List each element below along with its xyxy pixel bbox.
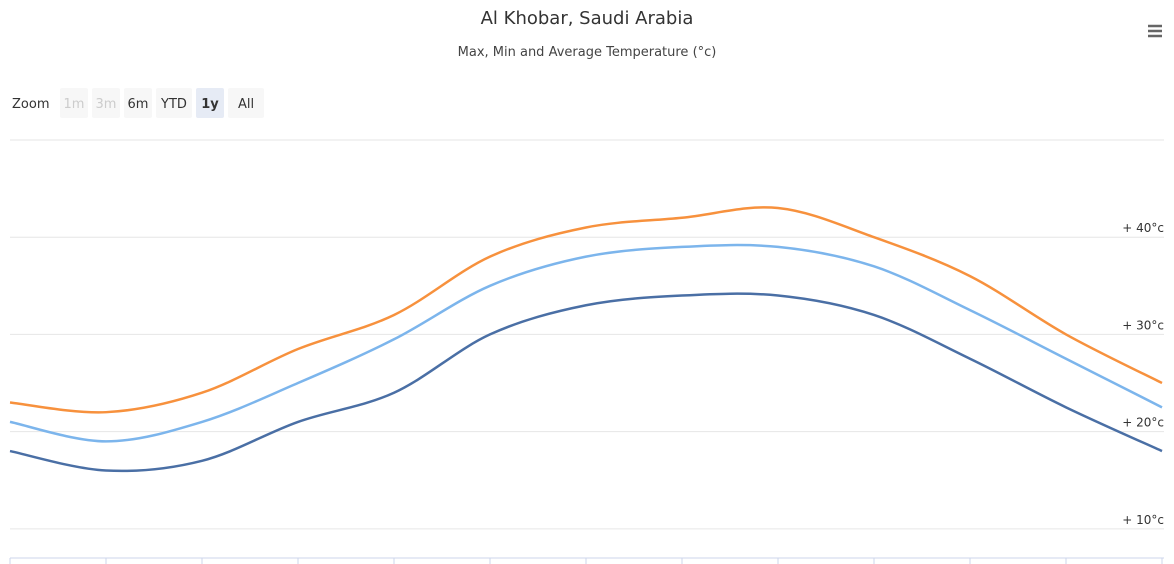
y-tick-label: + 30°c xyxy=(1122,318,1164,332)
range-button[interactable] xyxy=(228,88,264,118)
series-line xyxy=(9,243,1163,443)
range-button xyxy=(60,88,88,118)
menu-button[interactable] xyxy=(1146,22,1164,40)
range-button[interactable] xyxy=(124,88,152,118)
range-button xyxy=(92,88,120,118)
series-line xyxy=(9,292,1163,473)
range-button-label: 3m xyxy=(96,97,117,112)
series-line xyxy=(9,206,1163,414)
y-tick-label: + 20°c xyxy=(1122,416,1164,430)
range-buttons: 1m 3m 6m YTD 1y All xyxy=(60,88,264,118)
range-button[interactable] xyxy=(156,88,192,118)
y-tick-label: + 40°c xyxy=(1122,221,1164,235)
chart-subtitle: Max, Min and Average Temperature (°c) xyxy=(458,45,717,60)
zoom-label: Zoom xyxy=(12,97,49,112)
range-button-label: 1y xyxy=(201,97,219,112)
range-button-label: 6m xyxy=(128,97,149,112)
y-tick-label: + 10°c xyxy=(1122,513,1164,527)
range-button-label: 1m xyxy=(64,97,85,112)
chart-title: Al Khobar, Saudi Arabia xyxy=(481,8,694,29)
range-button[interactable] xyxy=(196,88,224,118)
range-button-label: All xyxy=(238,97,254,112)
range-button-label: YTD xyxy=(160,97,187,112)
